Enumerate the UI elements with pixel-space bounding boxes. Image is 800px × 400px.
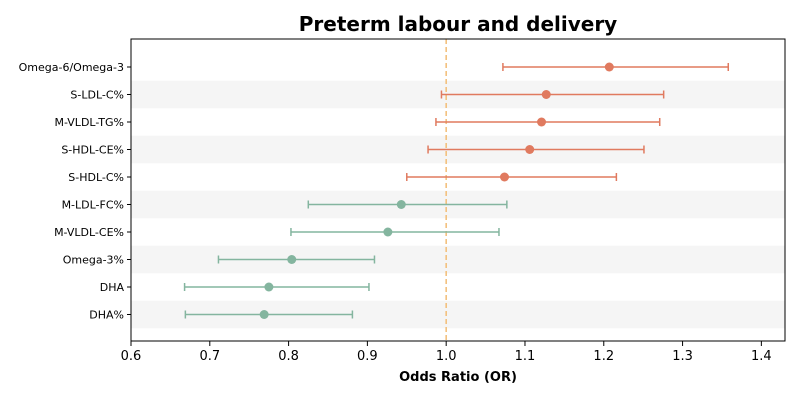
y-tick-label: S-LDL-C% — [70, 89, 124, 102]
y-tick-label: DHA% — [89, 309, 124, 322]
or-point — [604, 62, 614, 72]
forest-row — [440, 90, 665, 99]
or-point — [525, 145, 535, 154]
or-point — [537, 117, 547, 127]
or-point — [264, 282, 274, 292]
forest-row — [307, 200, 508, 209]
x-tick-label: 1.1 — [515, 349, 536, 364]
y-tick-label: Omega-3% — [63, 254, 124, 267]
or-point — [259, 310, 269, 319]
x-tick-label: 1.0 — [436, 349, 457, 364]
chart-title: Preterm labour and delivery — [299, 12, 617, 36]
y-tick-label: S-HDL-C% — [68, 171, 124, 184]
forest-row — [427, 145, 645, 154]
x-tick-label: 1.4 — [751, 349, 772, 364]
or-point — [396, 200, 406, 209]
x-tick-label: 0.6 — [121, 349, 142, 364]
x-tick-label: 0.8 — [278, 349, 299, 364]
forest-row — [217, 255, 376, 264]
y-tick-label: M-LDL-FC% — [62, 199, 124, 212]
data-rows — [183, 62, 730, 319]
or-point — [383, 227, 393, 237]
y-axis-labels: Omega-6/Omega-3 S-LDL-C% M-VLDL-TG% S-HDL-C… — [19, 61, 131, 322]
x-tick-label: 1.2 — [593, 349, 614, 364]
plot-frame — [130, 38, 786, 342]
y-tick-label: M-VLDL-TG% — [54, 116, 124, 129]
forest-row — [435, 117, 661, 127]
x-tick-label: 1.3 — [672, 349, 693, 364]
forest-row — [184, 310, 354, 319]
x-tick-label: 0.9 — [357, 349, 378, 364]
axes — [130, 38, 786, 342]
x-axis-label: Odds Ratio (OR) — [399, 370, 517, 385]
y-tick-label: M-VLDL-CE% — [54, 226, 124, 239]
forest-row — [290, 227, 500, 237]
y-tick-label: S-HDL-CE% — [61, 144, 124, 157]
or-point — [499, 172, 509, 182]
x-tick-label: 0.7 — [199, 349, 220, 364]
x-axis-ticks: 0.6 0.7 0.8 0.9 1.0 1.1 1.2 1.3 1.4 — [121, 341, 772, 364]
forest-row — [183, 282, 370, 292]
forest-row — [406, 172, 618, 182]
or-point — [287, 255, 297, 264]
forest-row — [502, 62, 730, 72]
y-tick-label: DHA — [100, 281, 125, 294]
y-tick-label: Omega-6/Omega-3 — [19, 61, 124, 74]
or-point — [541, 90, 551, 99]
